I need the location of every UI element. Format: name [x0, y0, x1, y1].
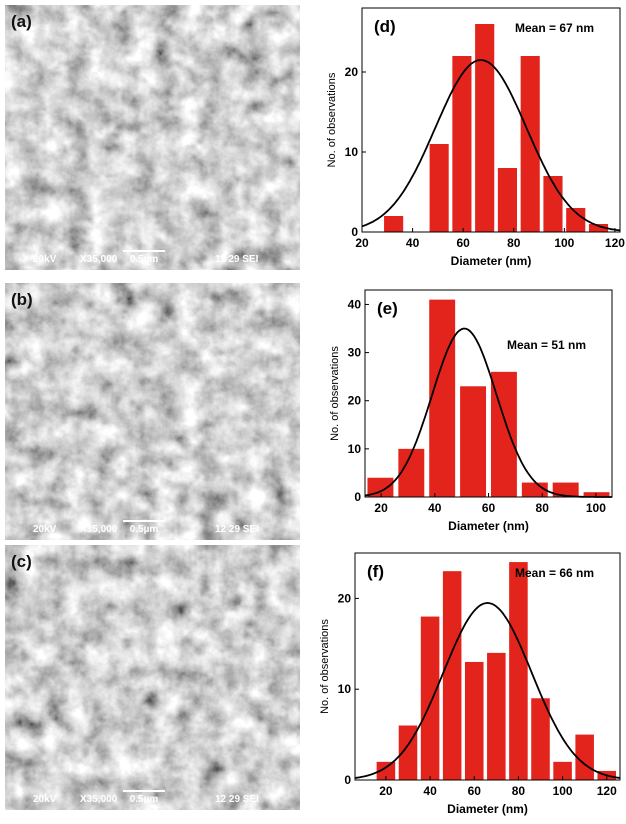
sem-code: 11 29 SEI	[215, 254, 259, 265]
x-tick-label: 20	[374, 501, 388, 515]
panel-label: (b)	[11, 290, 33, 309]
y-tick-label: 0	[354, 490, 361, 504]
sem-image	[5, 545, 300, 810]
y-tick-label: 10	[338, 682, 352, 696]
panel-label: (e)	[377, 299, 398, 318]
x-tick-label: 100	[553, 784, 573, 798]
x-tick-label: 40	[406, 236, 420, 250]
histogram-bar	[430, 144, 449, 232]
x-tick-label: 40	[428, 501, 442, 515]
mean-annotation: Mean = 51 nm	[507, 338, 586, 352]
histogram-bar	[487, 653, 506, 780]
sem-magnification: X35,000	[80, 254, 118, 265]
y-tick-label: 20	[348, 394, 362, 408]
x-tick-label: 60	[468, 784, 482, 798]
x-tick-label: 100	[554, 236, 574, 250]
histogram-bar	[452, 56, 471, 232]
x-tick-label: 80	[536, 501, 550, 515]
histogram-bar	[509, 562, 528, 780]
sem-voltage: 20kV	[33, 524, 57, 535]
sem-scale: 0.5µm	[130, 254, 159, 265]
y-tick-label: 30	[348, 346, 362, 360]
figure: (a) 20kV X35,000 0.5µm 11 29 SEI (b) 20kV X35,0…	[0, 0, 626, 824]
panel-label: (c)	[11, 552, 32, 571]
sem-voltage: 20kV	[33, 254, 57, 265]
y-tick-label: 10	[345, 145, 359, 159]
histogram-bar	[498, 168, 517, 232]
histogram-bar	[384, 216, 403, 232]
panel-label: (d)	[374, 17, 396, 36]
sem-code: 12 29 SEI	[215, 794, 259, 805]
sem-magnification: X35,000	[80, 794, 118, 805]
histogram-bar	[475, 24, 494, 232]
x-tick-label: 120	[605, 236, 625, 250]
histogram-bar	[521, 56, 540, 232]
y-tick-label: 20	[338, 591, 352, 605]
histogram-bar	[465, 662, 484, 780]
x-tick-label: 60	[482, 501, 496, 515]
x-tick-label: 60	[456, 236, 470, 250]
histogram-bar	[421, 617, 440, 780]
mean-annotation: Mean = 66 nm	[515, 566, 594, 580]
x-axis-title: Diameter (nm)	[451, 254, 532, 268]
histogram-bar	[460, 386, 486, 497]
y-axis-title: No. of observations	[329, 346, 341, 441]
x-tick-label: 40	[423, 784, 437, 798]
panel-label: (a)	[11, 12, 32, 31]
x-axis-title: Diameter (nm)	[448, 519, 529, 533]
sem-voltage: 20kV	[33, 794, 57, 805]
sem-magnification: X35,000	[80, 524, 118, 535]
fit-curve	[365, 329, 612, 498]
histogram-bar	[429, 300, 455, 497]
y-tick-label: 10	[348, 442, 362, 456]
x-tick-label: 80	[512, 784, 526, 798]
histogram-bar	[443, 571, 462, 780]
panel-label: (f)	[367, 562, 384, 581]
y-axis-title: No. of observations	[319, 619, 331, 714]
x-tick-label: 100	[586, 501, 606, 515]
sem-scale: 0.5µm	[130, 794, 159, 805]
y-tick-label: 0	[351, 225, 358, 239]
sem-image	[5, 283, 300, 540]
y-tick-label: 40	[348, 297, 362, 311]
mean-annotation: Mean = 67 nm	[515, 21, 594, 35]
y-tick-label: 20	[345, 65, 359, 79]
sem-scale: 0.5µm	[130, 524, 159, 535]
y-axis-title: No. of observations	[326, 72, 338, 167]
sem-image	[5, 5, 300, 270]
y-tick-label: 0	[344, 773, 351, 787]
x-tick-label: 120	[597, 784, 617, 798]
sem-code: 12 29 SEI	[215, 524, 259, 535]
x-tick-label: 80	[507, 236, 521, 250]
x-axis-title: Diameter (nm)	[447, 802, 528, 816]
histogram-bar	[398, 449, 424, 497]
x-tick-label: 20	[379, 784, 393, 798]
